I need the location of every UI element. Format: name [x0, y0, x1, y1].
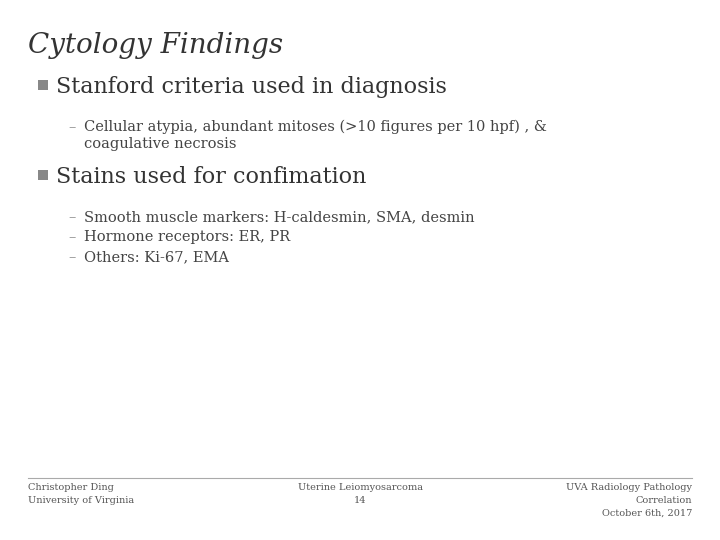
Text: University of Virginia: University of Virginia — [28, 496, 134, 505]
Text: Christopher Ding: Christopher Ding — [28, 483, 114, 492]
Text: Stanford criteria used in diagnosis: Stanford criteria used in diagnosis — [56, 76, 447, 98]
Text: October 6th, 2017: October 6th, 2017 — [602, 509, 692, 518]
Text: –: – — [68, 210, 76, 224]
Text: Stains used for confimation: Stains used for confimation — [56, 166, 366, 188]
Bar — [38, 170, 48, 180]
Text: Correlation: Correlation — [636, 496, 692, 505]
Text: –: – — [68, 250, 76, 264]
Text: UVA Radiology Pathology: UVA Radiology Pathology — [566, 483, 692, 492]
Text: Cellular atypia, abundant mitoses (>10 figures per 10 hpf) , &: Cellular atypia, abundant mitoses (>10 f… — [84, 120, 547, 134]
Text: Uterine Leiomyosarcoma: Uterine Leiomyosarcoma — [297, 483, 423, 492]
Text: coagulative necrosis: coagulative necrosis — [84, 137, 236, 151]
Text: Hormone receptors: ER, PR: Hormone receptors: ER, PR — [84, 230, 290, 244]
Bar — [38, 80, 48, 90]
Text: –: – — [68, 120, 76, 134]
Text: –: – — [68, 230, 76, 244]
Text: Smooth muscle markers: H-caldesmin, SMA, desmin: Smooth muscle markers: H-caldesmin, SMA,… — [84, 210, 474, 224]
Text: Cytology Findings: Cytology Findings — [28, 32, 283, 59]
Text: 14: 14 — [354, 496, 366, 505]
Text: Others: Ki-67, EMA: Others: Ki-67, EMA — [84, 250, 229, 264]
